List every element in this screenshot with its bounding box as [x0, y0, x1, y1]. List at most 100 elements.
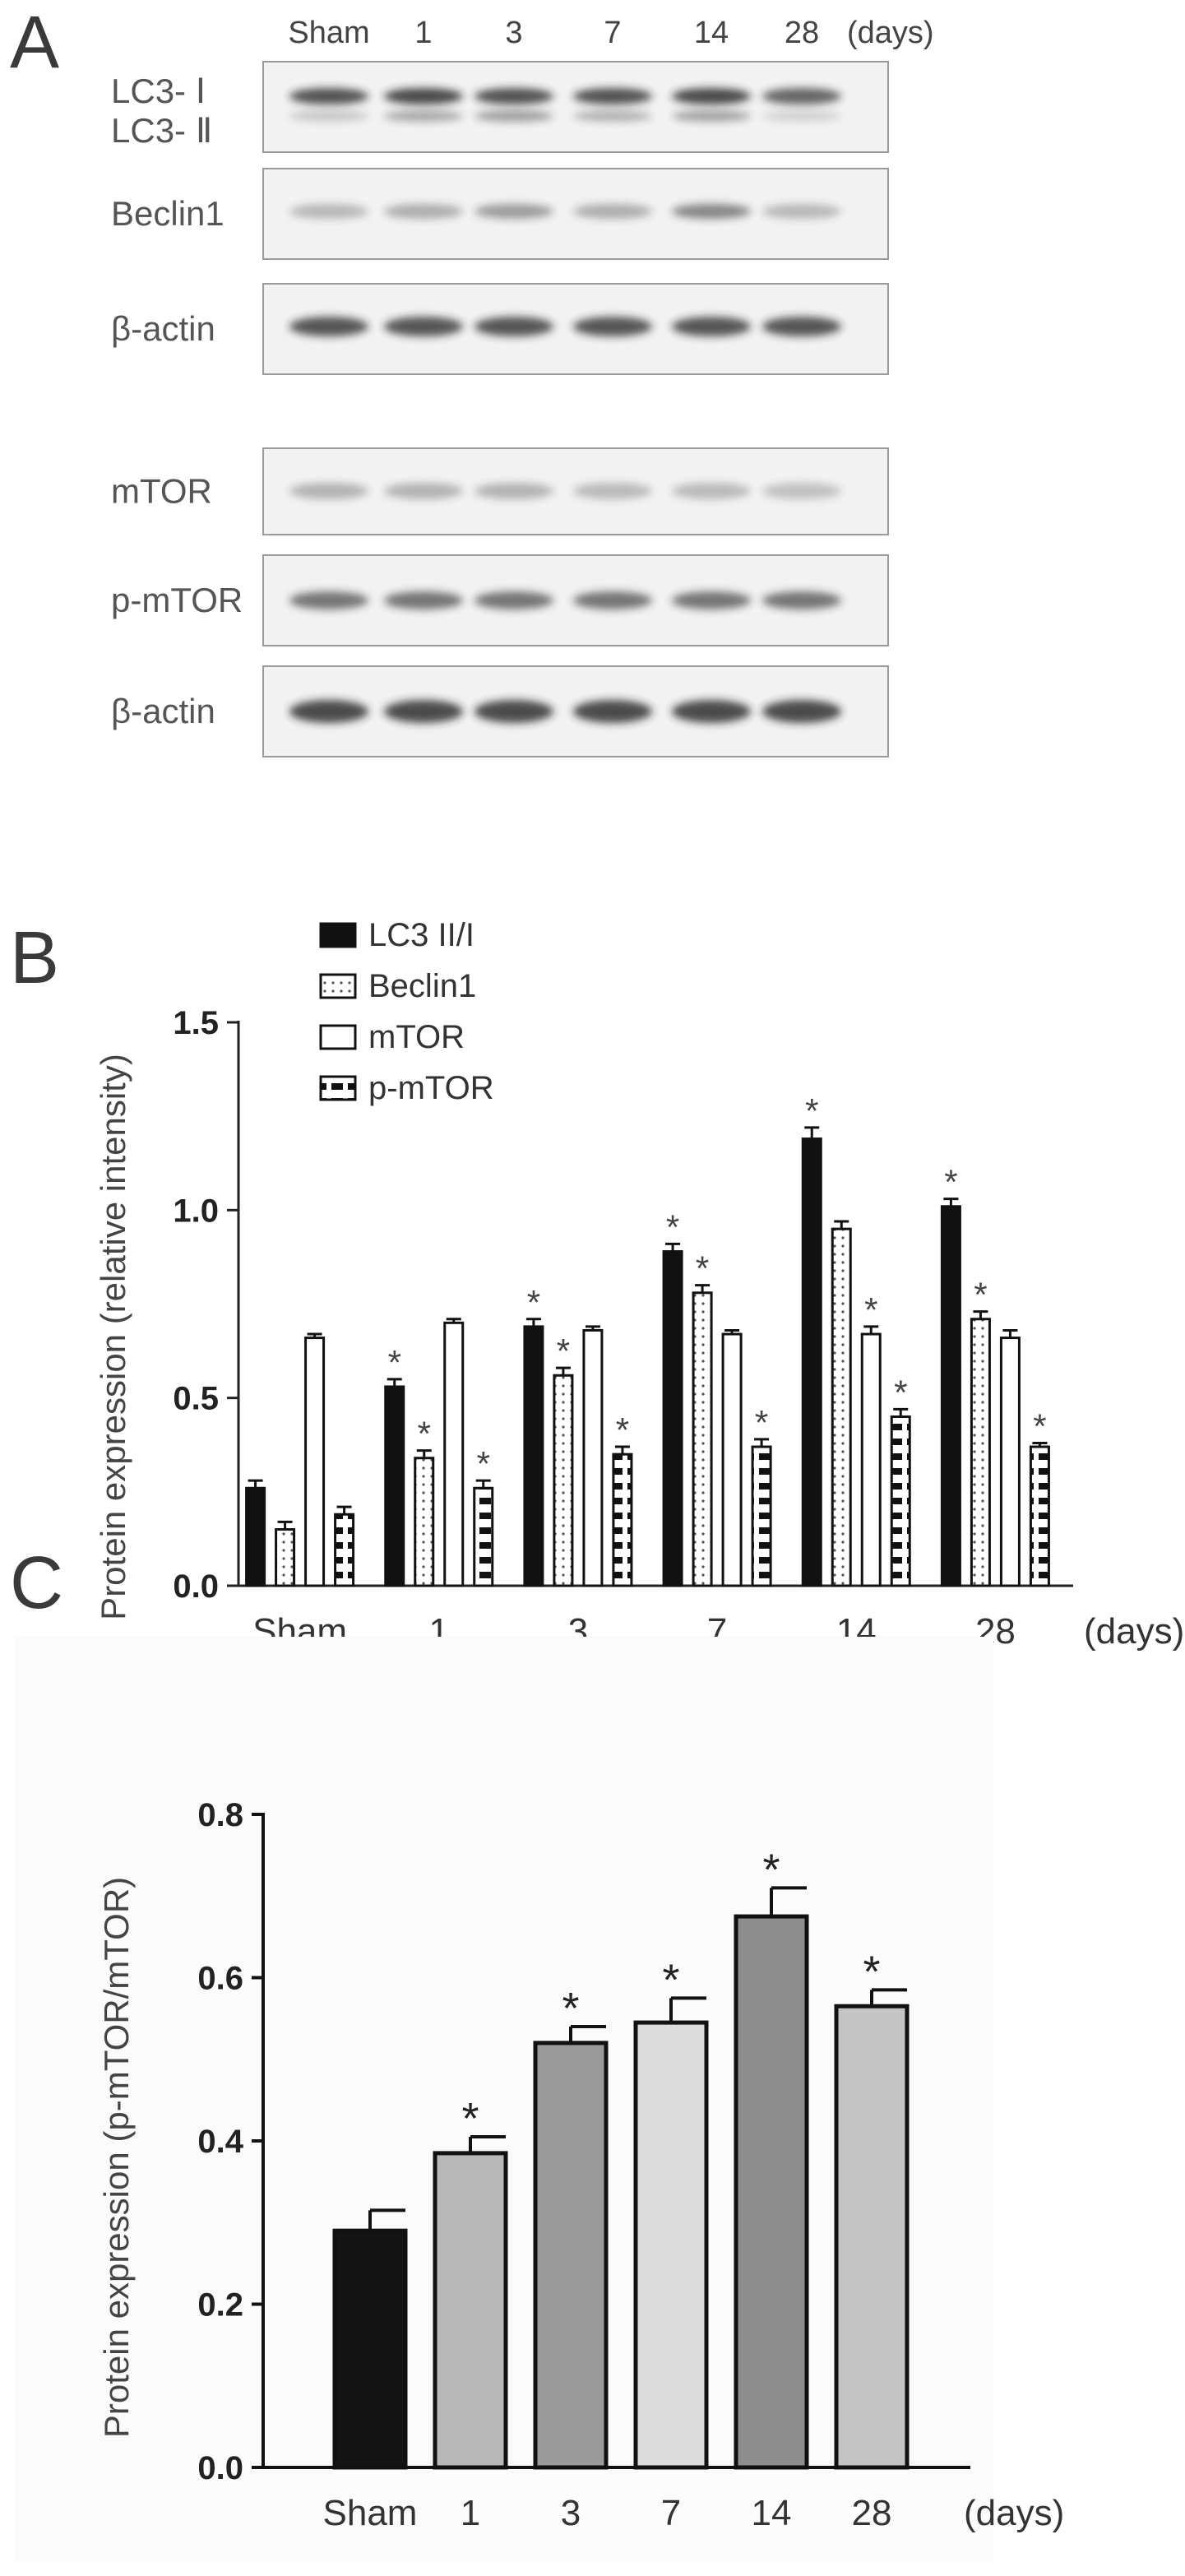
bar-p-mtor	[612, 1452, 633, 1587]
blot-band	[289, 204, 368, 219]
bar-mtor	[860, 1332, 882, 1587]
significance-star: *	[696, 1249, 709, 1288]
significance-star: *	[477, 1444, 490, 1483]
blot-band	[762, 110, 841, 122]
significance-star: *	[974, 1276, 987, 1314]
x-category-label: 3	[561, 2493, 581, 2533]
legend-swatch	[319, 1075, 357, 1101]
blot-strip: Beclin1	[111, 168, 889, 260]
blot-band	[384, 110, 463, 122]
significance-star: *	[557, 1332, 570, 1370]
lane-unit-label: (days)	[847, 16, 934, 50]
blot-band	[573, 88, 652, 104]
significance-star: *	[666, 1207, 679, 1246]
blot-band	[474, 483, 553, 499]
y-tick-label: 0.8	[197, 1797, 243, 1833]
bar	[834, 2004, 910, 2470]
blot-band	[672, 110, 751, 122]
significance-star: *	[805, 1091, 818, 1130]
blot-band	[289, 88, 368, 104]
x-category-label: 1	[461, 2493, 480, 2533]
lane-label: 7	[604, 16, 621, 50]
significance-star: *	[762, 1845, 780, 1894]
blot-strip: β-actin	[111, 283, 889, 375]
legend-swatch	[319, 1024, 357, 1050]
blot-band	[762, 88, 841, 104]
blot-band	[762, 317, 841, 336]
bar-lc3-ii-i	[940, 1205, 961, 1587]
blot-strip: mTOR	[111, 447, 889, 535]
blot-band	[384, 591, 463, 609]
blot-band	[474, 317, 553, 336]
y-tick-label: 0.2	[197, 2287, 243, 2323]
bar-lc3-ii-i	[662, 1250, 683, 1587]
blot-row-label: Beclin1	[111, 194, 225, 233]
blot-band	[289, 110, 368, 122]
bar-p-mtor	[751, 1445, 772, 1587]
significance-star: *	[418, 1415, 431, 1453]
blot-band	[762, 700, 841, 723]
blot-band	[573, 204, 652, 219]
bar-p-mtor	[473, 1486, 494, 1587]
bar	[332, 2228, 408, 2470]
blot-band	[672, 88, 751, 104]
significance-star: *	[894, 1373, 907, 1411]
significance-star: *	[755, 1403, 768, 1442]
bar	[734, 1914, 809, 2470]
panel-b-letter: B	[10, 917, 59, 999]
blot-band	[474, 204, 553, 219]
significance-star: *	[616, 1411, 629, 1449]
blot-band	[762, 483, 841, 499]
legend-label: mTOR	[368, 1019, 465, 1055]
y-tick-label: 0.5	[173, 1381, 219, 1417]
blot-band	[573, 317, 652, 336]
y-tick-label: 0.4	[197, 2124, 243, 2160]
significance-star: *	[864, 1290, 877, 1329]
y-tick-label: 0.0	[197, 2450, 243, 2486]
bar-beclin1	[553, 1374, 574, 1587]
blot-band	[474, 88, 553, 104]
blot-band	[762, 204, 841, 219]
bar-lc3-ii-i	[245, 1486, 266, 1587]
bar-beclin1	[414, 1457, 435, 1587]
x-category-label: 7	[661, 2493, 681, 2533]
y-axis-title: Protein expression (p-mTOR/mTOR)	[97, 1877, 136, 2438]
blot-band	[573, 110, 652, 122]
blot-band	[672, 591, 751, 609]
significance-star: *	[388, 1343, 401, 1382]
bar-mtor	[721, 1332, 743, 1587]
blot-row-label: β-actin	[111, 309, 215, 348]
significance-star: *	[461, 2094, 479, 2143]
blot-band	[573, 483, 652, 499]
blot-row-label: mTOR	[111, 472, 212, 511]
y-tick-label: 0.6	[197, 1961, 243, 1997]
blot-band	[289, 700, 368, 723]
chart-c: 0.0 0.2 0.4 0.6 0.8 Protein expression (p-mTO…	[97, 1797, 1064, 2533]
bar-lc3-ii-i	[801, 1137, 822, 1587]
x-unit-label: (days)	[964, 2493, 1064, 2533]
bar-beclin1	[831, 1227, 852, 1587]
bar-mtor	[443, 1321, 465, 1587]
legend-label: LC3 II/I	[368, 917, 474, 953]
blot-band	[672, 317, 751, 336]
blot-band	[384, 483, 463, 499]
y-tick-label: 1.0	[173, 1193, 219, 1229]
blot-band	[289, 483, 368, 499]
bar-mtor	[304, 1337, 326, 1587]
x-category-label: 14	[752, 2493, 792, 2533]
blot-row-label: LC3- Ⅱ	[111, 111, 212, 150]
lane-label: 28	[785, 16, 819, 50]
blot-band	[289, 317, 368, 336]
blot-band	[672, 204, 751, 219]
panel-c-letter: C	[10, 1542, 63, 1624]
legend-label: Beclin1	[368, 968, 476, 1004]
bar	[633, 2020, 709, 2470]
bar	[433, 2151, 508, 2470]
x-unit-label: (days)	[1084, 1611, 1184, 1652]
blot-band	[573, 591, 652, 609]
x-category-label: Sham	[323, 2493, 418, 2533]
y-tick-label: 1.5	[173, 1005, 219, 1041]
